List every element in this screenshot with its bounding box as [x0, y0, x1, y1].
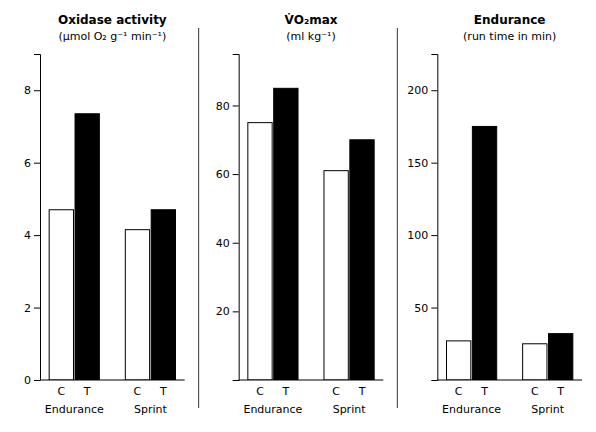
y-tick-mark — [233, 105, 239, 106]
title: V̇O₂max — [284, 13, 337, 27]
y-axis: 20 40 60 80 — [216, 55, 240, 381]
x-axis-line — [239, 380, 384, 381]
y-tick-mark — [431, 235, 437, 236]
bar — [125, 230, 149, 380]
y-tick-label: 200 — [407, 84, 428, 97]
bar — [49, 210, 73, 380]
bars — [248, 88, 374, 380]
y-tick: 2 — [24, 302, 40, 315]
y-tick: 50 — [414, 302, 437, 315]
x-tick-label: T — [281, 385, 289, 398]
group-label: Sprint — [531, 403, 565, 416]
bar — [350, 140, 374, 380]
y-tick-label: 40 — [216, 237, 230, 250]
y-tick-label: 150 — [407, 157, 428, 170]
y-tick: 40 — [216, 237, 239, 250]
y-tick: 0 — [24, 374, 40, 387]
y-tick-label: 80 — [216, 99, 230, 112]
bars — [446, 126, 572, 380]
y-tick: 100 — [407, 229, 437, 242]
y-tick-label: 0 — [24, 374, 31, 387]
bars — [49, 114, 175, 380]
group-label: Endurance — [45, 403, 104, 416]
x-tick-label: C — [256, 385, 264, 398]
group-label: Endurance — [243, 403, 302, 416]
bar — [151, 210, 175, 380]
x-tick-label: T — [159, 385, 167, 398]
y-tick-mark — [431, 308, 437, 309]
y-tick: 80 — [216, 99, 239, 112]
x-tick-label: C — [134, 385, 142, 398]
y-axis-line — [431, 55, 438, 381]
y-axis: 0 2 4 6 8 — [24, 55, 41, 388]
bar — [274, 88, 298, 380]
y-axis-line — [34, 55, 41, 381]
y-tick-label: 2 — [24, 302, 31, 315]
x-tick-label: C — [332, 385, 340, 398]
y-tick-mark — [233, 311, 239, 312]
title: Oxidase activity — [58, 13, 167, 27]
y-tick-mark — [431, 163, 437, 164]
y-tick-mark — [34, 380, 40, 381]
y-tick-label: 4 — [24, 229, 31, 242]
y-tick: 20 — [216, 305, 239, 318]
panel: 0 2 4 6 8 C T Endurance C T Sprint Oxidase activity… — [24, 13, 185, 416]
group-label: Sprint — [333, 403, 367, 416]
y-tick: 6 — [24, 157, 40, 170]
y-tick-label: 50 — [414, 302, 428, 315]
x-tick-label: T — [480, 385, 488, 398]
y-tick-mark — [34, 163, 40, 164]
bar — [523, 344, 547, 380]
y-tick-mark — [34, 90, 40, 91]
y-tick: 200 — [407, 84, 437, 97]
panel: 50 100 150 200 C T Endurance C T Sprint Endurance (… — [407, 13, 582, 416]
bar — [248, 123, 272, 380]
y-tick-label: 20 — [216, 305, 230, 318]
y-tick-label: 6 — [24, 157, 31, 170]
y-tick: 60 — [216, 168, 239, 181]
x-tick-label: T — [83, 385, 91, 398]
bar — [75, 114, 99, 380]
subtitle: (μmol O₂ g⁻¹ min⁻¹) — [58, 30, 166, 43]
separator — [397, 28, 398, 408]
x-tick-label: C — [57, 385, 65, 398]
y-tick-mark — [233, 243, 239, 244]
y-tick-label: 60 — [216, 168, 230, 181]
group-label: Endurance — [442, 403, 501, 416]
chart-container: 0 2 4 6 8 C T Endurance C T Sprint Oxidase activity… — [0, 0, 596, 432]
x-tick-label: T — [358, 385, 366, 398]
x-tick-label: T — [556, 385, 564, 398]
bar — [549, 334, 573, 380]
bar — [472, 126, 496, 380]
separator — [198, 28, 199, 408]
subtitle: (run time in min) — [463, 30, 556, 43]
y-axis: 50 100 150 200 — [407, 55, 438, 381]
group-label: Sprint — [134, 403, 168, 416]
y-tick-mark — [34, 308, 40, 309]
bar — [446, 341, 470, 380]
title: Endurance — [474, 13, 546, 27]
y-tick-mark — [233, 174, 239, 175]
x-axis-line — [437, 380, 582, 381]
y-tick-mark — [34, 235, 40, 236]
x-axis-line — [40, 380, 185, 381]
chart-svg: 0 2 4 6 8 C T Endurance C T Sprint Oxidase activity… — [0, 0, 596, 432]
x-tick-label: C — [455, 385, 463, 398]
y-tick-label: 8 — [24, 84, 31, 97]
x-tick-label: C — [531, 385, 539, 398]
subtitle: (ml kg⁻¹) — [286, 30, 335, 43]
y-tick-mark — [431, 90, 437, 91]
panel: 20 40 60 80 C T Endurance C T Sprint V̇O₂max (ml kg… — [216, 13, 384, 416]
bar — [324, 171, 348, 380]
y-tick: 4 — [24, 229, 40, 242]
y-axis-line — [233, 55, 240, 381]
y-tick-label: 100 — [407, 229, 428, 242]
y-tick: 8 — [24, 84, 40, 97]
y-tick: 150 — [407, 157, 437, 170]
